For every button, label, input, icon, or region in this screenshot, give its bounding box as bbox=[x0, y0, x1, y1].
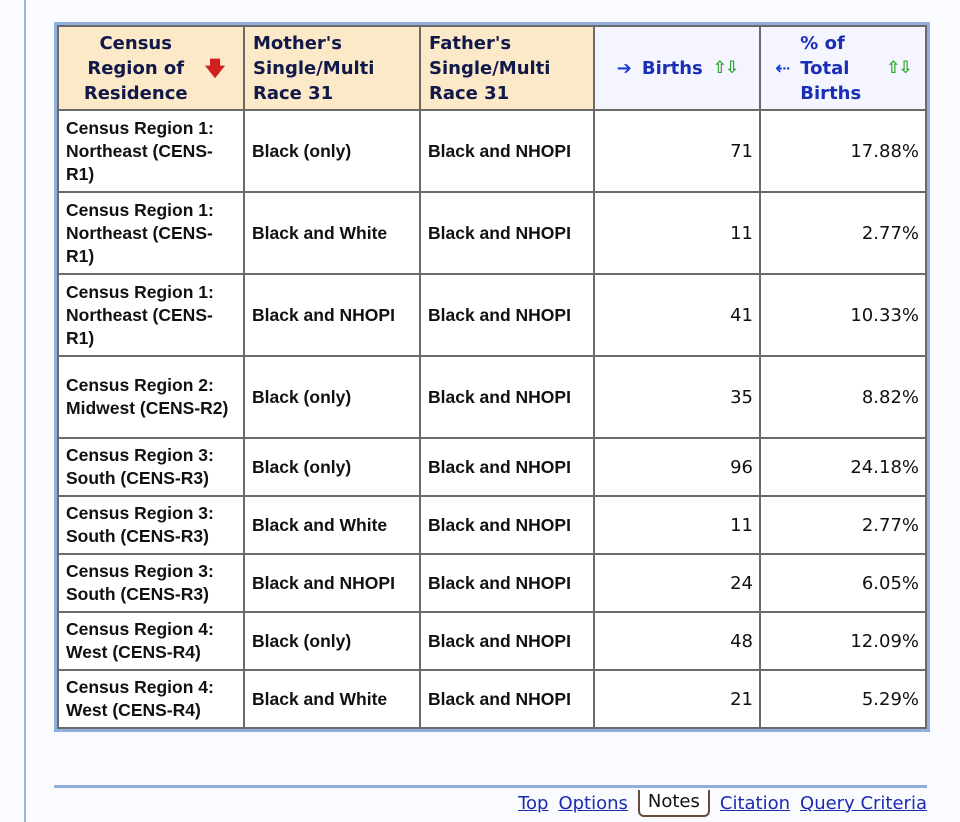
cell-percent: 6.05% bbox=[759, 553, 927, 613]
table-row: Census Region 2: Midwest (CENS-R2) Black… bbox=[57, 355, 927, 439]
cell-region: Census Region 3: South (CENS-R3) bbox=[57, 437, 245, 497]
results-table-frame: Census Region of Residence 🡇 Mother's Si… bbox=[54, 22, 930, 732]
cell-mother-race: Black and White bbox=[243, 191, 421, 275]
cell-region: Census Region 4: West (CENS-R4) bbox=[57, 669, 245, 729]
header-census-region-label: Census Region of Residence bbox=[83, 32, 188, 104]
header-row: Census Region of Residence 🡇 Mother's Si… bbox=[57, 25, 927, 111]
cell-father-race: Black and NHOPI bbox=[419, 273, 595, 357]
cell-father-race: Black and NHOPI bbox=[419, 109, 595, 193]
page-left-border bbox=[24, 0, 26, 822]
table-row: Census Region 3: South (CENS-R3) Black a… bbox=[57, 553, 927, 613]
query-criteria-link[interactable]: Query Criteria bbox=[800, 793, 927, 814]
table-row: Census Region 3: South (CENS-R3) Black a… bbox=[57, 495, 927, 555]
cell-births: 41 bbox=[593, 273, 761, 357]
results-table: Census Region of Residence 🡇 Mother's Si… bbox=[57, 25, 927, 729]
footer-divider bbox=[54, 785, 927, 788]
cell-father-race: Black and NHOPI bbox=[419, 191, 595, 275]
cell-region: Census Region 3: South (CENS-R3) bbox=[57, 553, 245, 613]
cell-births: 11 bbox=[593, 191, 761, 275]
header-percent-total: ⇠ % of Total Births ⇧⇩ bbox=[759, 25, 927, 111]
top-link[interactable]: Top bbox=[518, 793, 549, 814]
header-births: ➔ Births ⇧⇩ bbox=[593, 25, 761, 111]
header-mother-race: Mother's Single/Multi Race 31 bbox=[243, 25, 421, 111]
cell-region: Census Region 4: West (CENS-R4) bbox=[57, 611, 245, 671]
cell-percent: 2.77% bbox=[759, 191, 927, 275]
cell-mother-race: Black and NHOPI bbox=[243, 553, 421, 613]
red-down-arrow-icon[interactable]: 🡇 bbox=[204, 55, 226, 80]
cell-region: Census Region 1: Northeast (CENS-R1) bbox=[57, 191, 245, 275]
cell-father-race: Black and NHOPI bbox=[419, 611, 595, 671]
cell-mother-race: Black (only) bbox=[243, 355, 421, 439]
cell-percent: 24.18% bbox=[759, 437, 927, 497]
cell-region: Census Region 2: Midwest (CENS-R2) bbox=[57, 355, 245, 439]
cell-births: 48 bbox=[593, 611, 761, 671]
cell-father-race: Black and NHOPI bbox=[419, 355, 595, 439]
cell-percent: 17.88% bbox=[759, 109, 927, 193]
cell-father-race: Black and NHOPI bbox=[419, 553, 595, 613]
blue-right-arrow-icon[interactable]: ➔ bbox=[616, 57, 632, 79]
header-mother-race-label: Mother's Single/Multi Race 31 bbox=[253, 32, 375, 104]
cell-father-race: Black and NHOPI bbox=[419, 669, 595, 729]
blue-left-arrow-icon[interactable]: ⇠ bbox=[775, 57, 791, 79]
cell-births: 96 bbox=[593, 437, 761, 497]
header-father-race: Father's Single/Multi Race 31 bbox=[419, 25, 595, 111]
table-row: Census Region 1: Northeast (CENS-R1) Bla… bbox=[57, 109, 927, 193]
cell-mother-race: Black and White bbox=[243, 669, 421, 729]
cell-mother-race: Black (only) bbox=[243, 109, 421, 193]
cell-mother-race: Black (only) bbox=[243, 611, 421, 671]
table-row: Census Region 4: West (CENS-R4) Black an… bbox=[57, 669, 927, 729]
cell-births: 11 bbox=[593, 495, 761, 555]
cell-births: 24 bbox=[593, 553, 761, 613]
cell-percent: 2.77% bbox=[759, 495, 927, 555]
table-row: Census Region 4: West (CENS-R4) Black (o… bbox=[57, 611, 927, 671]
cell-births: 35 bbox=[593, 355, 761, 439]
header-father-race-label: Father's Single/Multi Race 31 bbox=[429, 32, 551, 104]
cell-mother-race: Black and NHOPI bbox=[243, 273, 421, 357]
cell-region: Census Region 1: Northeast (CENS-R1) bbox=[57, 273, 245, 357]
cell-percent: 12.09% bbox=[759, 611, 927, 671]
green-up-down-arrows-icon[interactable]: ⇧⇩ bbox=[712, 57, 739, 78]
cell-percent: 5.29% bbox=[759, 669, 927, 729]
cell-father-race: Black and NHOPI bbox=[419, 437, 595, 497]
cell-region: Census Region 3: South (CENS-R3) bbox=[57, 495, 245, 555]
header-births-label: Births bbox=[641, 57, 703, 79]
table-row: Census Region 1: Northeast (CENS-R1) Bla… bbox=[57, 191, 927, 275]
cell-births: 71 bbox=[593, 109, 761, 193]
cell-region: Census Region 1: Northeast (CENS-R1) bbox=[57, 109, 245, 193]
options-link[interactable]: Options bbox=[558, 793, 628, 814]
citation-link[interactable]: Citation bbox=[719, 793, 791, 814]
footer-nav: Top Options Notes Citation Query Criteri… bbox=[518, 790, 927, 817]
table-row: Census Region 1: Northeast (CENS-R1) Bla… bbox=[57, 273, 927, 357]
cell-percent: 10.33% bbox=[759, 273, 927, 357]
table-row: Census Region 3: South (CENS-R3) Black (… bbox=[57, 437, 927, 497]
header-percent-label: % of Total Births bbox=[800, 32, 862, 104]
cell-mother-race: Black (only) bbox=[243, 437, 421, 497]
cell-mother-race: Black and White bbox=[243, 495, 421, 555]
cell-percent: 8.82% bbox=[759, 355, 927, 439]
green-up-down-arrows-icon[interactable]: ⇧⇩ bbox=[886, 57, 912, 78]
cell-births: 21 bbox=[593, 669, 761, 729]
notes-tab[interactable]: Notes bbox=[637, 790, 710, 817]
cell-father-race: Black and NHOPI bbox=[419, 495, 595, 555]
header-census-region: Census Region of Residence 🡇 bbox=[57, 25, 245, 111]
